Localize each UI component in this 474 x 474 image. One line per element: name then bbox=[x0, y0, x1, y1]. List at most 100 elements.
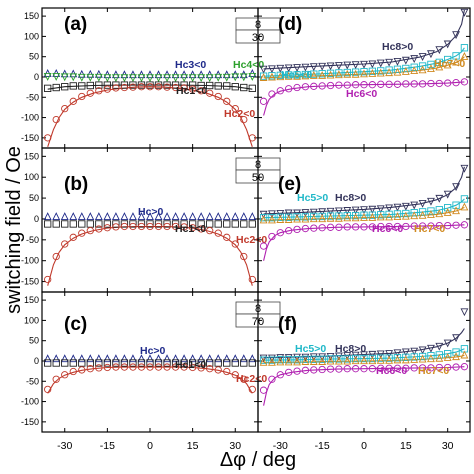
data-point-circle bbox=[69, 367, 77, 376]
data-point-square bbox=[214, 220, 222, 228]
data-point-circle bbox=[259, 97, 268, 105]
data-point-triangle-down bbox=[393, 58, 402, 66]
data-point-triangle bbox=[318, 357, 327, 365]
data-point-triangle bbox=[205, 354, 214, 363]
data-point-circle bbox=[154, 222, 163, 231]
data-point-triangle bbox=[351, 213, 360, 222]
data-point-square bbox=[385, 66, 393, 74]
data-point-square bbox=[410, 63, 418, 71]
data-point-circle bbox=[385, 222, 393, 231]
series-label: Hc2<0 bbox=[224, 108, 255, 120]
data-point-square bbox=[231, 220, 239, 228]
data-point-square bbox=[326, 69, 335, 77]
data-point-square bbox=[435, 206, 443, 214]
data-point-triangle-down bbox=[163, 74, 171, 83]
data-point-triangle bbox=[163, 354, 171, 363]
data-point-triangle-down bbox=[301, 63, 310, 72]
data-point-square bbox=[69, 359, 77, 367]
data-point-triangle-down bbox=[418, 199, 427, 208]
data-point-square bbox=[444, 350, 452, 358]
data-point-triangle-down bbox=[401, 56, 410, 65]
data-point-triangle bbox=[222, 212, 231, 221]
data-point-triangle-down bbox=[443, 190, 452, 199]
data-point-square bbox=[318, 70, 326, 78]
y-tick-label: -150 bbox=[21, 277, 39, 287]
data-point-triangle bbox=[154, 354, 163, 363]
y-tick-label: -50 bbox=[26, 376, 39, 386]
data-point-circle bbox=[248, 275, 256, 284]
data-point-square bbox=[69, 82, 77, 90]
data-point-triangle bbox=[427, 354, 435, 363]
data-point-circle bbox=[240, 375, 248, 383]
data-point-square bbox=[223, 82, 231, 90]
data-point-triangle bbox=[385, 68, 394, 77]
data-point-triangle bbox=[259, 73, 268, 81]
data-point-square bbox=[112, 81, 120, 89]
data-point-circle bbox=[137, 83, 146, 91]
y-tick-label: -50 bbox=[26, 92, 39, 102]
data-point-triangle bbox=[146, 212, 154, 221]
data-point-triangle bbox=[205, 212, 214, 221]
data-point-triangle-down bbox=[214, 73, 223, 82]
data-point-triangle-down bbox=[443, 339, 452, 348]
data-point-triangle-down bbox=[276, 64, 285, 73]
data-point-circle bbox=[435, 221, 443, 230]
data-point-triangle bbox=[111, 212, 120, 221]
data-point-triangle bbox=[180, 354, 189, 363]
data-point-triangle bbox=[163, 212, 171, 221]
data-point-triangle-down bbox=[318, 353, 327, 362]
data-point-triangle-down bbox=[376, 350, 385, 359]
y-tick-label: 0 bbox=[34, 356, 39, 366]
data-point-circle bbox=[163, 363, 171, 371]
data-point-triangle bbox=[248, 354, 257, 363]
data-point-square bbox=[410, 209, 418, 217]
data-point-triangle-down bbox=[427, 197, 435, 206]
data-point-triangle bbox=[393, 355, 402, 364]
data-point-circle bbox=[402, 364, 410, 372]
data-point-triangle-down bbox=[360, 60, 368, 69]
data-point-square bbox=[163, 220, 171, 228]
data-point-triangle bbox=[326, 213, 335, 222]
data-point-triangle-down bbox=[293, 64, 301, 72]
data-point-square bbox=[86, 220, 94, 228]
data-point-square bbox=[188, 359, 197, 367]
series-label: Hc8>0 bbox=[335, 343, 366, 355]
data-point-circle bbox=[206, 89, 214, 97]
data-point-triangle-down bbox=[368, 60, 377, 69]
data-point-square bbox=[402, 209, 410, 218]
data-point-triangle bbox=[334, 356, 343, 365]
data-point-square bbox=[188, 81, 197, 89]
data-point-circle bbox=[427, 364, 435, 372]
data-point-circle bbox=[52, 375, 60, 383]
data-point-square bbox=[460, 195, 469, 203]
data-point-triangle-down bbox=[435, 46, 444, 55]
data-point-triangle-down bbox=[410, 347, 419, 356]
data-point-triangle bbox=[301, 71, 310, 80]
series-hc1 bbox=[44, 220, 256, 228]
data-point-circle bbox=[377, 222, 385, 231]
data-point-square bbox=[206, 81, 214, 90]
data-point-triangle bbox=[435, 62, 444, 71]
data-point-square bbox=[78, 359, 86, 367]
data-point-circle bbox=[95, 87, 103, 95]
data-point-triangle bbox=[401, 355, 410, 364]
data-point-circle bbox=[137, 363, 146, 371]
data-point-circle bbox=[146, 222, 154, 231]
data-point-square bbox=[318, 212, 326, 221]
data-point-triangle bbox=[443, 60, 452, 69]
series-label: Hc1<0 bbox=[175, 223, 206, 235]
data-point-triangle bbox=[418, 65, 427, 74]
data-point-square bbox=[259, 214, 268, 222]
y-tick-label: 0 bbox=[34, 72, 39, 82]
data-point-square bbox=[44, 359, 52, 367]
data-point-circle bbox=[223, 97, 231, 105]
series-label: Hc7<0 bbox=[414, 223, 445, 235]
series-hc5 bbox=[259, 345, 469, 364]
data-point-triangle bbox=[284, 71, 293, 80]
data-point-triangle-down bbox=[318, 208, 327, 217]
y-tick-label: -100 bbox=[21, 397, 39, 407]
data-point-circle bbox=[310, 224, 318, 232]
data-point-circle bbox=[268, 232, 276, 241]
data-point-triangle bbox=[393, 212, 402, 221]
data-point-square bbox=[393, 65, 402, 73]
